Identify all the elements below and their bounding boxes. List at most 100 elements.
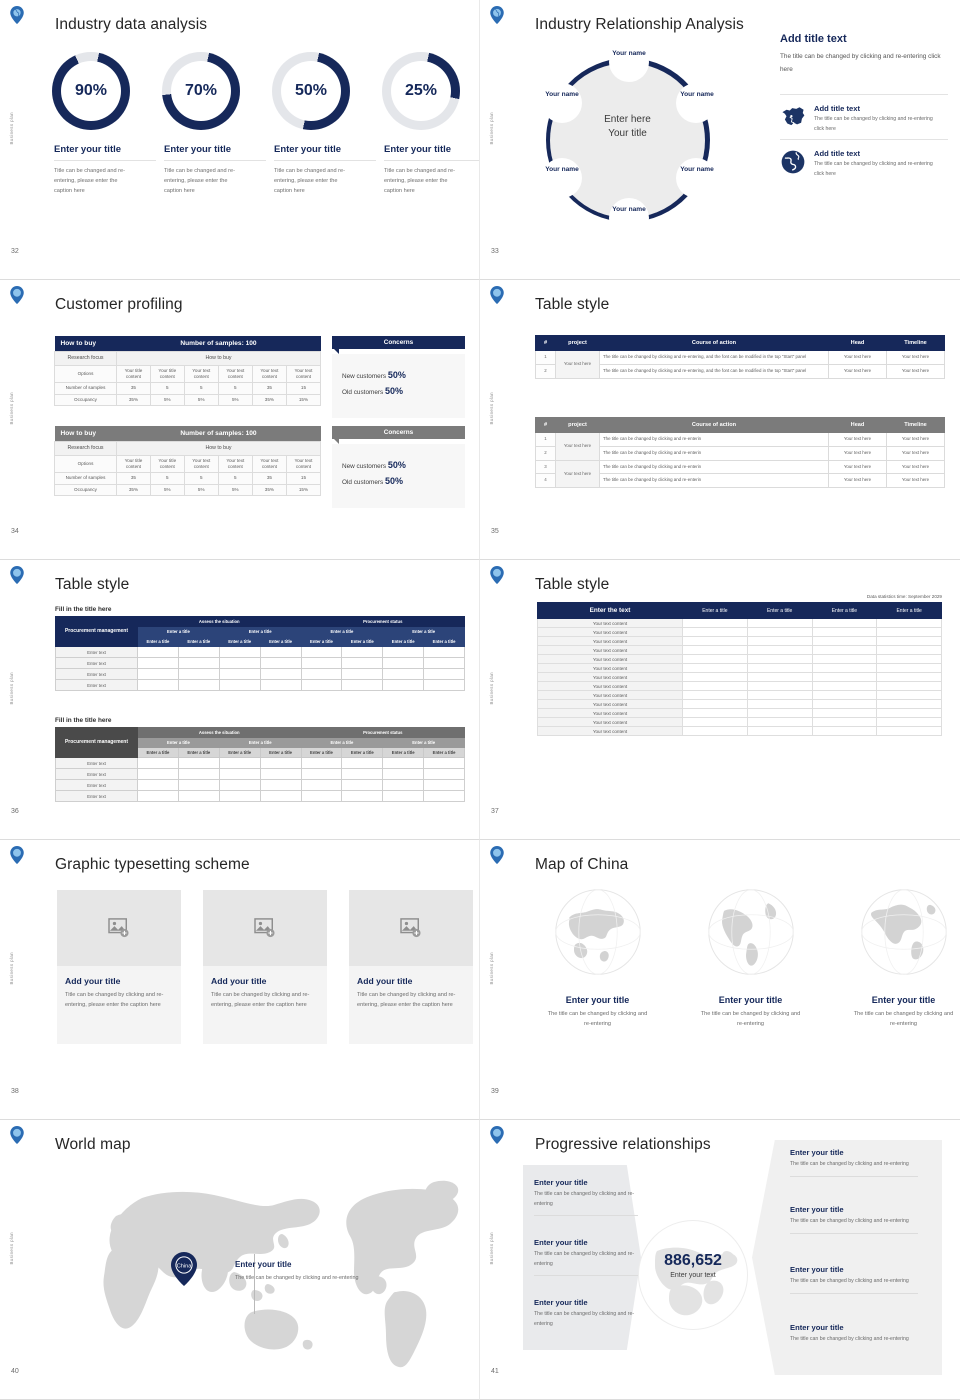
table-row[interactable]: Enter text bbox=[55, 757, 465, 769]
procurement-table-gray[interactable]: Fill in the title here Procurement manag… bbox=[55, 717, 465, 802]
donut-card[interactable]: 25% Enter your title Title can be change… bbox=[380, 52, 479, 196]
buy-table-gray[interactable]: How to buy Number of samples: 100 Researc… bbox=[54, 426, 322, 496]
action-table-gray[interactable]: # project Course of action Head Timeline… bbox=[535, 417, 945, 489]
table-row[interactable]: Enter text bbox=[55, 790, 465, 802]
item-title: Enter your title bbox=[790, 1205, 844, 1214]
page-title: Industry data analysis bbox=[55, 16, 208, 33]
th-leaf: Enter a title bbox=[423, 747, 465, 758]
row-label: Occupancy bbox=[54, 483, 117, 496]
table-row[interactable]: Enter text bbox=[55, 657, 465, 669]
item-title: Enter your title bbox=[534, 1178, 588, 1187]
image-card[interactable]: Add your title Title can be changed by c… bbox=[349, 890, 473, 1044]
page-title: Map of China bbox=[535, 856, 629, 873]
th-mid: Enter a title bbox=[382, 626, 465, 637]
map-callout[interactable]: Enter your title The title can be change… bbox=[235, 1260, 395, 1283]
concern-row: Old customers 50% bbox=[342, 476, 403, 486]
table-row[interactable]: Your text content bbox=[537, 726, 942, 736]
table-row[interactable]: 1 Your text here The title can be change… bbox=[535, 432, 945, 461]
right-item[interactable]: Enter your title The title can be change… bbox=[790, 1323, 918, 1345]
donut-title: Enter your title bbox=[384, 144, 452, 155]
slide-34[interactable]: Business plan Customer profiling How to … bbox=[0, 280, 480, 560]
logo-icon bbox=[10, 286, 24, 304]
slide-39[interactable]: Business plan Map of China Enter your ti… bbox=[480, 840, 960, 1120]
globe-card[interactable]: Enter your title The title can be change… bbox=[683, 884, 818, 1030]
concerns-card-gray[interactable]: Concerns New customers 50% Old customers… bbox=[332, 426, 465, 508]
table-row[interactable]: 1 Your text here The title can be change… bbox=[535, 350, 945, 379]
cell: 5 bbox=[217, 382, 253, 395]
right-item[interactable]: Enter your title The title can be change… bbox=[790, 1148, 918, 1177]
donut-card[interactable]: 50% Enter your title Title can be change… bbox=[270, 52, 380, 196]
donut-caption: Title can be changed and re-entering, pl… bbox=[384, 168, 456, 194]
left-item[interactable]: Enter your title The title can be change… bbox=[534, 1298, 638, 1329]
table-row[interactable]: 2 The title can be changed by clicking a… bbox=[535, 445, 945, 461]
cell: Your title content bbox=[149, 455, 185, 474]
table-row[interactable]: Enter text bbox=[55, 768, 465, 780]
cell: 5% bbox=[149, 483, 185, 496]
cell: Your text content bbox=[217, 365, 253, 384]
add-image-icon[interactable] bbox=[400, 918, 422, 938]
table-row[interactable]: 2 The title can be changed by clicking a… bbox=[535, 363, 945, 379]
table-row[interactable]: Your text content bbox=[537, 699, 942, 709]
globe-card[interactable]: Enter your title The title can be change… bbox=[530, 884, 665, 1030]
table-row[interactable]: Enter text bbox=[55, 646, 465, 658]
left-item[interactable]: Enter your title The title can be change… bbox=[534, 1238, 638, 1277]
cell: Your text content bbox=[537, 618, 683, 628]
item-text: The title can be changed by clicking and… bbox=[790, 1161, 909, 1167]
table-row[interactable]: Your text content bbox=[537, 708, 942, 718]
table-row[interactable]: 4 The title can be changed by clicking a… bbox=[535, 473, 945, 489]
concerns-card-navy[interactable]: Concerns New customers 50% Old customers… bbox=[332, 336, 465, 418]
cell: 5 bbox=[183, 382, 219, 395]
slide-41[interactable]: Business plan Progressive relationships … bbox=[480, 1120, 960, 1400]
slide-36[interactable]: Business plan Table style Fill in the ti… bbox=[0, 560, 480, 840]
info-item[interactable]: Add title text The title can be changed … bbox=[780, 104, 942, 134]
slide-38[interactable]: Business plan Graphic typesetting scheme… bbox=[0, 840, 480, 1120]
cell: 5 bbox=[183, 472, 219, 485]
table-row[interactable]: Your text content bbox=[537, 645, 942, 655]
data-table[interactable]: Data statistics time: September 2029 Ent… bbox=[537, 594, 942, 736]
slide-33[interactable]: Business plan Industry Relationship Anal… bbox=[480, 0, 960, 280]
table-row[interactable]: Your text content bbox=[537, 627, 942, 637]
left-item[interactable]: Enter your title The title can be change… bbox=[534, 1178, 638, 1217]
info-item[interactable]: Add title text The title can be changed … bbox=[780, 149, 942, 179]
right-item[interactable]: Enter your title The title can be change… bbox=[790, 1265, 918, 1294]
table-row[interactable]: Your text content bbox=[537, 681, 942, 691]
table-row[interactable]: Your text content bbox=[537, 663, 942, 673]
cell: 15% bbox=[285, 483, 322, 496]
table-row[interactable]: Your text content bbox=[537, 690, 942, 700]
table-row[interactable]: Your text content bbox=[537, 672, 942, 682]
image-card[interactable]: Add your title Title can be changed by c… bbox=[57, 890, 181, 1044]
slide-37[interactable]: Business plan Table style Data statistic… bbox=[480, 560, 960, 840]
slide-32[interactable]: Business plan Industry data analysis 90%… bbox=[0, 0, 480, 280]
right-item[interactable]: Enter your title The title can be change… bbox=[790, 1205, 918, 1234]
image-card[interactable]: Add your title Title can be changed by c… bbox=[203, 890, 327, 1044]
table-row[interactable]: 3 Your text here The title can be change… bbox=[535, 459, 945, 489]
add-image-icon[interactable] bbox=[108, 918, 130, 938]
page-number: 41 bbox=[491, 1368, 499, 1375]
cell: 15 bbox=[285, 382, 322, 395]
cycle-node-label: Your name bbox=[612, 206, 646, 213]
table-row[interactable]: Enter text bbox=[55, 679, 465, 691]
cell-head: Your text here bbox=[828, 473, 887, 489]
globe-card[interactable]: Enter your title The title can be change… bbox=[836, 884, 960, 1030]
table-row[interactable]: Enter text bbox=[55, 779, 465, 791]
table-row[interactable]: Enter text bbox=[55, 668, 465, 680]
procurement-table-navy[interactable]: Fill in the title here Procurement manag… bbox=[55, 606, 465, 691]
map-pin-icon[interactable]: China bbox=[170, 1252, 198, 1286]
buy-table-navy[interactable]: How to buy Number of samples: 100 Researc… bbox=[54, 336, 322, 406]
add-image-icon[interactable] bbox=[254, 918, 276, 938]
action-table-navy[interactable]: # project Course of action Head Timeline… bbox=[535, 335, 945, 379]
divider bbox=[274, 160, 376, 161]
table-row[interactable]: Your text content bbox=[537, 618, 942, 628]
card-text: Title can be changed by clicking and re-… bbox=[65, 992, 164, 1008]
table-row[interactable]: Your text content bbox=[537, 717, 942, 727]
slide-40[interactable]: Business plan World map bbox=[0, 1120, 480, 1400]
cell-timeline: Your text here bbox=[886, 445, 945, 461]
cell-action: The title can be changed by clicking and… bbox=[599, 432, 829, 447]
table-row[interactable]: Your text content bbox=[537, 636, 942, 646]
side-rail-label: Business plan bbox=[489, 392, 494, 425]
slide-35[interactable]: Business plan Table style # project Cour… bbox=[480, 280, 960, 560]
cycle-node-bubble bbox=[676, 83, 716, 123]
donut-card[interactable]: 70% Enter your title Title can be change… bbox=[160, 52, 270, 196]
table-row[interactable]: Your text content bbox=[537, 654, 942, 664]
donut-card[interactable]: 90% Enter your title Title can be change… bbox=[50, 52, 160, 196]
